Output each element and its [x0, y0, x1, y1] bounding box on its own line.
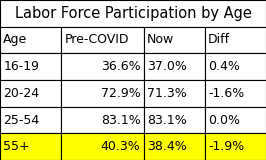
- Text: 25-54: 25-54: [3, 113, 39, 127]
- Bar: [0, 107, 61, 133]
- Bar: [0, 80, 61, 107]
- Bar: [61, 107, 144, 133]
- Bar: [205, 80, 266, 107]
- Bar: [205, 27, 266, 53]
- Text: 36.6%: 36.6%: [101, 60, 140, 73]
- Text: Labor Force Participation by Age: Labor Force Participation by Age: [15, 6, 251, 21]
- Text: Age: Age: [3, 33, 27, 47]
- Bar: [0, 27, 61, 53]
- Bar: [0, 53, 61, 80]
- Bar: [205, 133, 266, 160]
- Text: Now: Now: [147, 33, 174, 47]
- Bar: [61, 133, 144, 160]
- Bar: [0, 0, 266, 27]
- Bar: [144, 53, 205, 80]
- Text: 83.1%: 83.1%: [101, 113, 140, 127]
- Bar: [205, 53, 266, 80]
- Text: Pre-COVID: Pre-COVID: [64, 33, 129, 47]
- Text: Diff: Diff: [208, 33, 230, 47]
- Bar: [61, 80, 144, 107]
- Bar: [144, 133, 205, 160]
- Bar: [144, 80, 205, 107]
- Bar: [61, 27, 144, 53]
- Bar: [144, 107, 205, 133]
- Text: 16-19: 16-19: [3, 60, 39, 73]
- Text: 37.0%: 37.0%: [147, 60, 187, 73]
- Text: 40.3%: 40.3%: [101, 140, 140, 153]
- Text: 83.1%: 83.1%: [147, 113, 187, 127]
- Text: 55+: 55+: [3, 140, 30, 153]
- Bar: [205, 107, 266, 133]
- Text: 72.9%: 72.9%: [101, 87, 140, 100]
- Bar: [61, 53, 144, 80]
- Bar: [144, 27, 205, 53]
- Text: -1.9%: -1.9%: [208, 140, 244, 153]
- Text: -1.6%: -1.6%: [208, 87, 244, 100]
- Text: 20-24: 20-24: [3, 87, 39, 100]
- Text: 38.4%: 38.4%: [147, 140, 187, 153]
- Text: 0.0%: 0.0%: [208, 113, 240, 127]
- Text: 71.3%: 71.3%: [147, 87, 187, 100]
- Bar: [0, 133, 61, 160]
- Text: 0.4%: 0.4%: [208, 60, 240, 73]
